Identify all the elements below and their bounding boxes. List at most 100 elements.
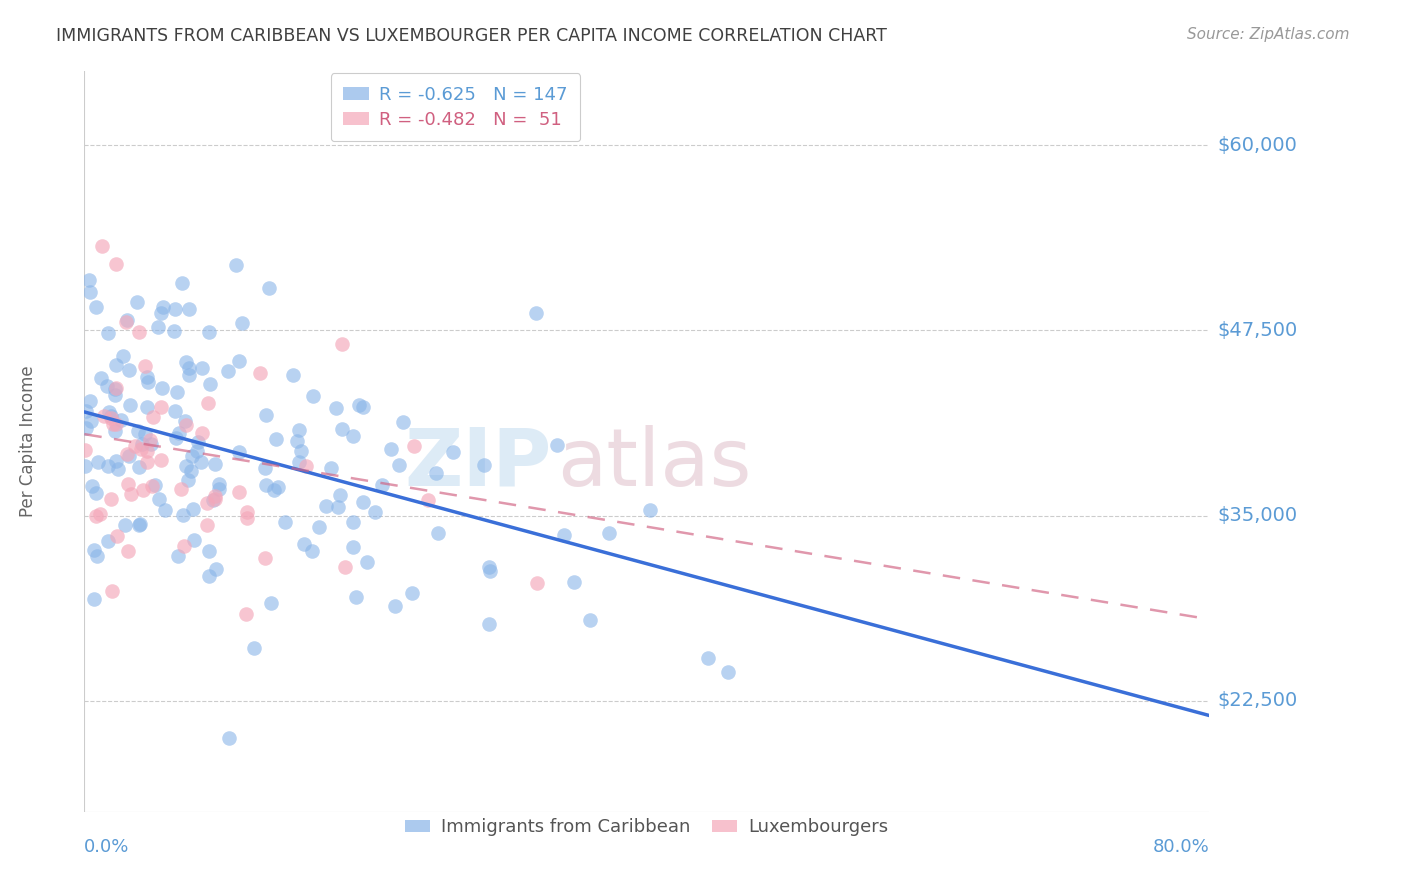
Point bbox=[83, 543, 105, 558]
Point bbox=[301, 543, 323, 558]
Point bbox=[384, 599, 406, 614]
Point bbox=[100, 410, 122, 425]
Point bbox=[344, 590, 367, 604]
Point bbox=[136, 444, 159, 458]
Point bbox=[134, 426, 156, 441]
Point bbox=[717, 665, 740, 680]
Point bbox=[330, 337, 353, 351]
Point bbox=[170, 276, 193, 290]
Point bbox=[136, 455, 159, 469]
Point bbox=[257, 280, 280, 294]
Point bbox=[264, 433, 287, 447]
Point bbox=[638, 502, 661, 516]
Point bbox=[90, 239, 112, 253]
Point bbox=[150, 453, 173, 467]
Point bbox=[150, 306, 173, 320]
Point bbox=[321, 460, 343, 475]
Text: $22,500: $22,500 bbox=[1218, 691, 1298, 710]
Point bbox=[115, 313, 138, 327]
Point bbox=[295, 458, 318, 473]
Point bbox=[197, 396, 219, 410]
Point bbox=[152, 380, 174, 394]
Point bbox=[290, 444, 312, 458]
Point bbox=[198, 544, 221, 558]
Point bbox=[84, 508, 107, 523]
Point bbox=[342, 540, 364, 554]
Text: $47,500: $47,500 bbox=[1218, 321, 1298, 340]
Point bbox=[75, 421, 97, 435]
Point bbox=[329, 488, 352, 502]
Point bbox=[208, 482, 231, 496]
Point bbox=[426, 526, 449, 541]
Point bbox=[179, 368, 201, 382]
Point bbox=[163, 301, 186, 316]
Point bbox=[73, 459, 96, 474]
Point bbox=[330, 422, 353, 436]
Point bbox=[401, 586, 423, 600]
Point bbox=[141, 479, 163, 493]
Point bbox=[89, 507, 111, 521]
Point bbox=[174, 458, 197, 473]
Point bbox=[287, 434, 309, 448]
Point bbox=[131, 436, 153, 450]
Point bbox=[104, 381, 127, 395]
Point bbox=[228, 484, 250, 499]
Point bbox=[135, 369, 157, 384]
Point bbox=[388, 458, 411, 473]
Point bbox=[90, 371, 112, 385]
Point bbox=[103, 417, 125, 432]
Point bbox=[139, 437, 162, 451]
Point bbox=[478, 564, 501, 578]
Point bbox=[274, 515, 297, 529]
Point bbox=[93, 409, 115, 423]
Point bbox=[163, 404, 186, 418]
Point bbox=[173, 540, 195, 554]
Point bbox=[243, 641, 266, 656]
Point bbox=[129, 442, 152, 456]
Point bbox=[80, 479, 103, 493]
Point bbox=[402, 439, 425, 453]
Point bbox=[267, 480, 290, 494]
Point bbox=[105, 528, 128, 542]
Point bbox=[79, 285, 101, 299]
Point bbox=[128, 326, 150, 340]
Point bbox=[478, 617, 501, 632]
Point bbox=[104, 256, 127, 270]
Point bbox=[195, 496, 218, 510]
Point bbox=[127, 294, 149, 309]
Point bbox=[132, 483, 155, 497]
Point bbox=[347, 398, 370, 412]
Point bbox=[105, 417, 128, 431]
Point bbox=[117, 362, 139, 376]
Point bbox=[190, 361, 212, 376]
Point bbox=[165, 431, 187, 445]
Point bbox=[110, 412, 132, 426]
Point bbox=[174, 417, 197, 432]
Point bbox=[177, 361, 200, 376]
Point bbox=[118, 398, 141, 412]
Point bbox=[173, 414, 195, 428]
Point bbox=[181, 502, 204, 516]
Point bbox=[235, 511, 257, 525]
Point bbox=[472, 458, 495, 472]
Point bbox=[152, 300, 174, 314]
Point bbox=[260, 596, 283, 610]
Point bbox=[180, 464, 202, 478]
Point bbox=[205, 562, 228, 576]
Text: 0.0%: 0.0% bbox=[84, 838, 129, 856]
Text: atlas: atlas bbox=[557, 425, 751, 503]
Point bbox=[97, 326, 120, 340]
Point bbox=[129, 517, 152, 532]
Point bbox=[391, 416, 413, 430]
Point bbox=[249, 367, 271, 381]
Point bbox=[117, 543, 139, 558]
Point bbox=[135, 400, 157, 414]
Point bbox=[83, 592, 105, 607]
Point bbox=[292, 537, 315, 551]
Point bbox=[172, 508, 194, 523]
Point bbox=[163, 324, 186, 338]
Point bbox=[526, 576, 548, 591]
Point bbox=[181, 449, 204, 463]
Point bbox=[186, 443, 208, 458]
Point bbox=[325, 401, 347, 415]
